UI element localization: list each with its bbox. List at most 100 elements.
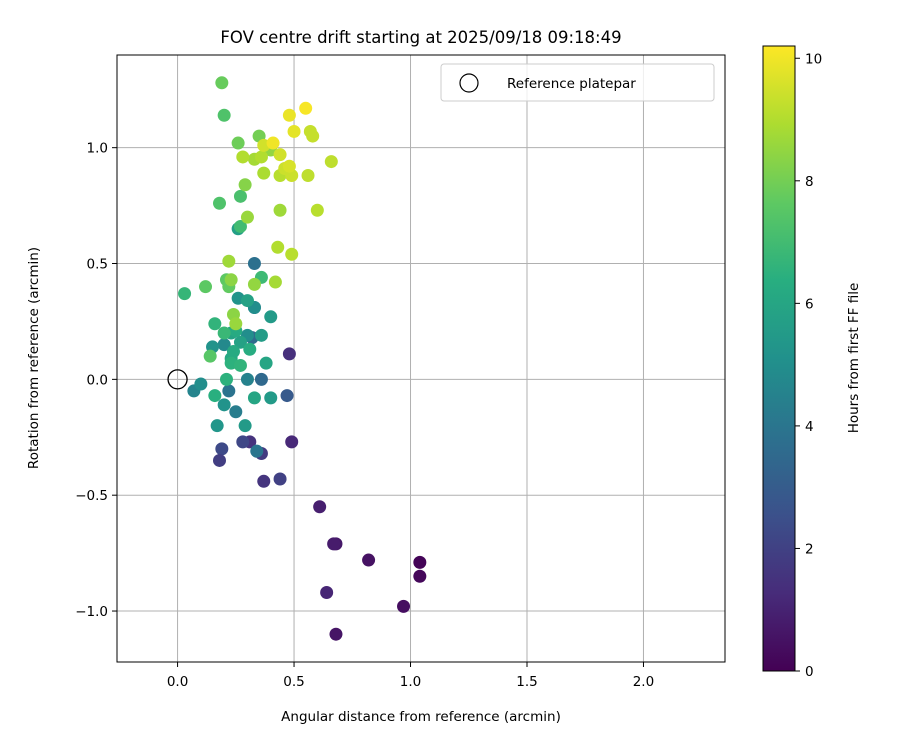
data-point — [247, 277, 261, 291]
colorbar-tick-label: 6 — [805, 296, 814, 312]
x-tick-label: 0.5 — [283, 674, 304, 690]
data-point — [217, 398, 231, 412]
data-point — [257, 166, 271, 180]
x-tick-label: 0.0 — [167, 674, 188, 690]
data-point — [273, 472, 287, 486]
data-point — [238, 419, 252, 433]
data-point — [327, 537, 341, 551]
data-point — [208, 317, 222, 331]
data-point — [240, 372, 254, 386]
x-tick-label: 1.5 — [516, 674, 537, 690]
data-point — [268, 275, 282, 289]
reference-marker — [167, 369, 188, 390]
data-point — [287, 124, 301, 138]
data-point — [413, 555, 427, 569]
data-point — [203, 349, 217, 363]
data-point — [217, 326, 231, 340]
data-point — [222, 254, 236, 268]
data-point — [217, 108, 231, 122]
data-point — [233, 335, 247, 349]
data-point — [306, 129, 320, 143]
data-point — [178, 287, 192, 301]
data-point — [301, 168, 315, 182]
data-point — [299, 101, 313, 115]
colorbar-tick-label: 8 — [805, 174, 814, 190]
legend-marker — [459, 73, 479, 93]
y-tick-label: 1.0 — [87, 141, 108, 157]
data-point — [226, 345, 240, 359]
colorbar-gradient — [762, 45, 796, 672]
data-point — [250, 444, 264, 458]
colorbar-ticks: 0 2 4 6 8 10 — [795, 51, 822, 680]
data-point — [280, 389, 294, 403]
data-point — [285, 247, 299, 261]
data-point — [229, 405, 243, 419]
data-point — [238, 178, 252, 192]
data-point — [257, 474, 271, 488]
data-point — [224, 273, 238, 287]
legend-box — [440, 63, 715, 102]
data-point — [247, 257, 261, 271]
data-point — [282, 347, 296, 361]
data-point — [254, 150, 268, 164]
data-point — [273, 203, 287, 217]
data-point — [199, 280, 213, 294]
data-point — [243, 342, 257, 356]
x-axis-ticks: 0.0 0.5 1.0 1.5 2.0 — [167, 662, 654, 690]
x-tick-label: 1.0 — [400, 674, 421, 690]
data-point — [247, 391, 261, 405]
data-point — [215, 442, 229, 456]
colorbar: 0 2 4 6 8 10 Hours from first FF file — [762, 45, 862, 680]
data-point — [320, 585, 334, 599]
y-tick-label: −0.5 — [75, 488, 108, 504]
data-point — [259, 356, 273, 370]
data-point — [329, 627, 343, 641]
scatter-points — [178, 76, 427, 641]
data-point — [271, 240, 285, 254]
data-point — [273, 148, 287, 162]
y-tick-label: −1.0 — [75, 604, 108, 620]
data-point — [310, 203, 324, 217]
data-point — [313, 500, 327, 514]
data-point — [264, 391, 278, 405]
data-point — [397, 599, 411, 613]
plot-frame — [116, 54, 726, 663]
data-point — [233, 358, 247, 372]
legend-label: Reference platepar — [507, 76, 636, 92]
y-tick-label: 0.5 — [87, 257, 108, 273]
data-point — [210, 419, 224, 433]
data-point — [282, 108, 296, 122]
data-point — [222, 384, 236, 398]
data-point — [208, 389, 222, 403]
data-point — [236, 435, 250, 449]
data-point — [215, 76, 229, 90]
colorbar-tick-label: 2 — [805, 541, 814, 557]
x-axis-label: Angular distance from reference (arcmin) — [281, 709, 561, 725]
colorbar-label: Hours from first FF file — [846, 283, 862, 434]
y-axis-ticks: −1.0 −0.5 0.0 0.5 1.0 — [75, 141, 117, 620]
grid-lines — [117, 55, 725, 662]
data-point — [266, 136, 280, 150]
data-point — [233, 219, 247, 233]
data-point — [212, 453, 226, 467]
data-point — [233, 189, 247, 203]
colorbar-tick-label: 0 — [805, 664, 814, 680]
data-point — [285, 435, 299, 449]
data-point — [231, 136, 245, 150]
colorbar-tick-label: 10 — [805, 51, 822, 67]
reference-point — [167, 369, 188, 390]
data-point — [264, 310, 278, 324]
y-tick-label: 0.0 — [87, 372, 108, 388]
data-point — [254, 328, 268, 342]
colorbar-tick-label: 4 — [805, 419, 814, 435]
data-point — [229, 317, 243, 331]
y-axis-label: Rotation from reference (arcmin) — [26, 247, 42, 469]
data-point — [282, 159, 296, 173]
data-point — [362, 553, 376, 567]
x-tick-label: 2.0 — [633, 674, 654, 690]
data-point — [254, 372, 268, 386]
data-point — [212, 196, 226, 210]
data-point — [240, 210, 254, 224]
data-point — [413, 569, 427, 583]
